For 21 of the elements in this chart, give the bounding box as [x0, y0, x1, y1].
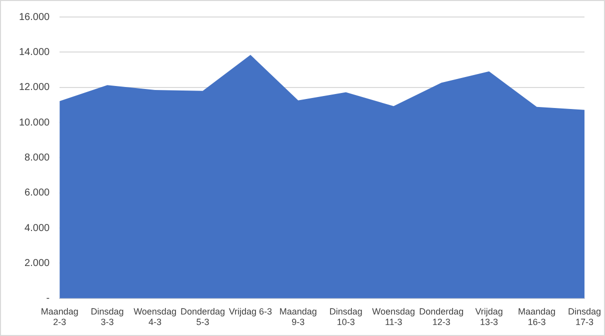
x-tick-label: Donderdag 12-3	[419, 306, 464, 328]
y-tick-label: 10.000	[18, 117, 50, 128]
x-tick-label: Dinsdag 17-3	[568, 306, 602, 328]
x-tick-label: Maandag 2-3	[40, 306, 78, 328]
x-tick-label: Maandag 9-3	[279, 306, 317, 328]
x-tick-label: Donderdag 5-3	[180, 306, 226, 328]
x-tick-label: Vrijdag 13-3	[475, 306, 503, 328]
y-tick-label: -	[46, 293, 50, 304]
y-tick-label: 4.000	[24, 222, 50, 234]
y-tick-label: 14.000	[18, 46, 50, 58]
y-tick-label: 12.000	[18, 82, 50, 94]
x-tick-label: Vrijdag 6-3	[228, 306, 272, 316]
y-tick-label: 8.000	[24, 152, 50, 164]
x-tick-label: Woensdag 11-3	[372, 306, 416, 328]
y-tick-label: 6.000	[24, 188, 50, 199]
x-tick-label: Maandag 16-3	[518, 306, 556, 328]
y-tick-label: 2.000	[24, 258, 50, 269]
y-tick-label: 16.000	[18, 12, 50, 23]
x-tick-label: Woensdag 4-3	[134, 306, 176, 328]
x-tick-label: Dinsdag 10-3	[329, 306, 362, 328]
x-tick-label: Dinsdag 3-3	[90, 306, 124, 328]
